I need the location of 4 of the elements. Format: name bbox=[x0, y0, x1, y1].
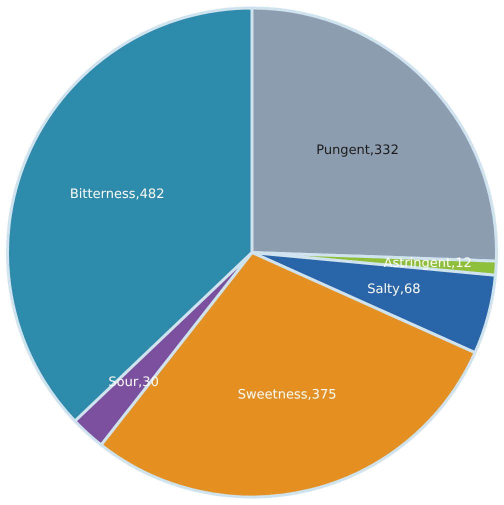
slice-label: Sweetness,375 bbox=[238, 387, 336, 402]
slice-label: Bitterness,482 bbox=[70, 187, 164, 202]
slice-label: Pungent,332 bbox=[316, 142, 399, 158]
slice-label: Salty,68 bbox=[367, 282, 421, 298]
